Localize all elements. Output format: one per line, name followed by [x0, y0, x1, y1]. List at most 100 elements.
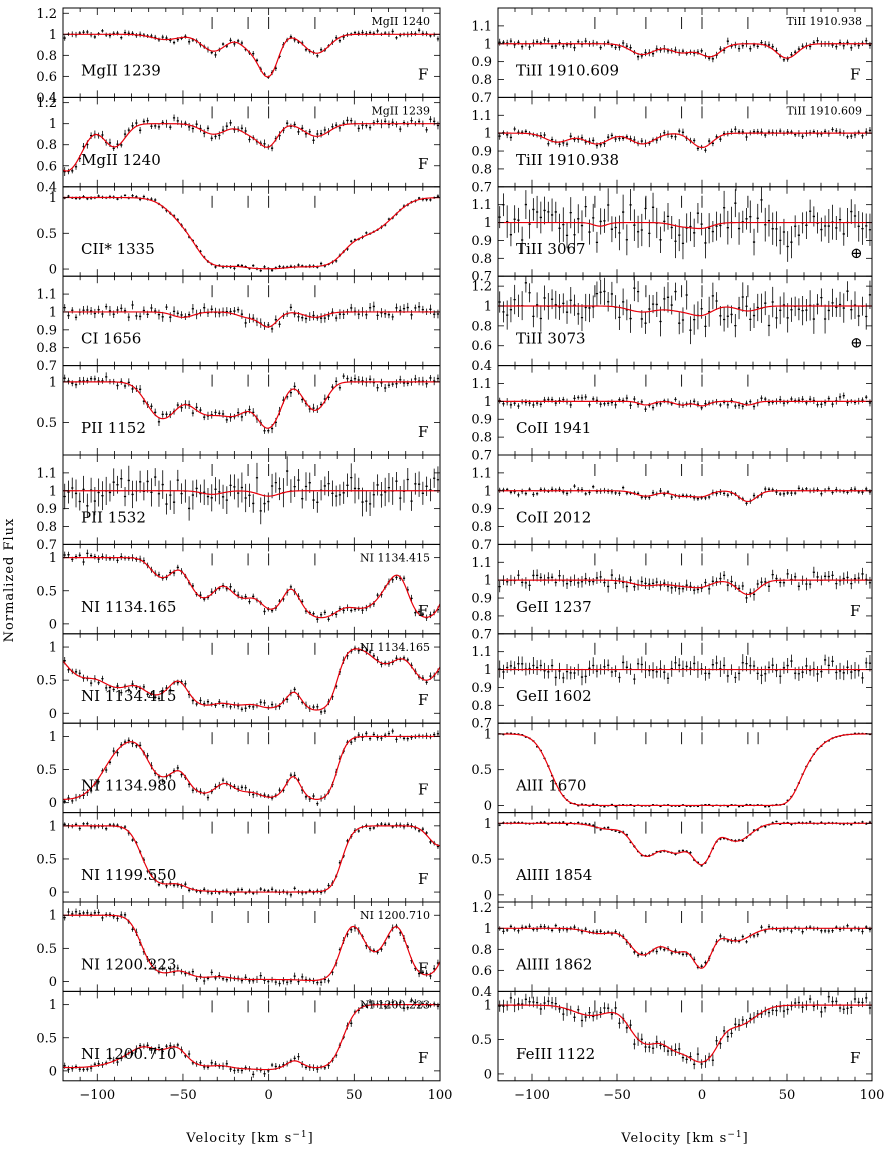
blend-label: TiII 1910.609 [786, 104, 862, 117]
x-tick-label: −50 [169, 1088, 196, 1103]
panel-frame [63, 276, 440, 365]
y-tick-label: 0 [49, 707, 57, 722]
model-fit-line [498, 223, 872, 229]
data-points [64, 822, 439, 898]
y-tick-label: 0.7 [471, 180, 492, 195]
blend-label: MgII 1239 [372, 104, 431, 117]
y-tick-label: 1 [49, 191, 57, 206]
y-tick-label: 1 [49, 819, 57, 834]
flag-label: F [418, 155, 428, 173]
y-tick-label: 1 [484, 395, 492, 410]
y-tick-label: 0.8 [471, 319, 492, 334]
flag-label: F [418, 691, 428, 709]
flag-label: F [418, 781, 428, 799]
flag-label: F [418, 959, 428, 977]
flag-label: F [418, 1049, 428, 1067]
panel-left-3: 0.70.80.911.1CI 1656 [36, 276, 440, 374]
flag-label: F [418, 602, 428, 620]
model-fit-line [498, 306, 872, 316]
y-tick-label: 0.9 [471, 234, 492, 249]
ion-label: TiII 1910.938 [516, 151, 619, 169]
y-tick-label: 0.5 [36, 942, 57, 957]
y-tick-label: 1 [49, 551, 57, 566]
flag-label: F [418, 870, 428, 888]
y-tick-label: 0.8 [36, 49, 57, 64]
blend-label: TiII 1910.938 [786, 15, 862, 28]
y-tick-label: 0.5 [36, 584, 57, 599]
y-tick-label: 0 [49, 796, 57, 811]
blend-label: MgII 1240 [372, 15, 431, 28]
y-tick-label: 0.5 [36, 852, 57, 867]
panel-left-9: 0 0.5 1 NI 1199.550 F [36, 813, 440, 902]
y-tick-label: 0.5 [36, 227, 57, 242]
y-tick-label: 0.9 [471, 502, 492, 517]
y-tick-label: 1.1 [471, 19, 492, 34]
y-tick-label: 0 [49, 1064, 57, 1079]
y-tick-label: 0 [49, 886, 57, 901]
panel-frame [498, 187, 872, 276]
y-tick-label: 0.8 [36, 520, 57, 535]
ion-label: TiII 3067 [516, 240, 586, 258]
x-tick-label: 100 [428, 1088, 453, 1103]
model-fit-line [63, 491, 440, 496]
blend-label: NI 1200.223 [360, 998, 430, 1011]
ion-label: NI 1199.550 [81, 866, 176, 884]
y-tick-label: 0.8 [471, 162, 492, 177]
ion-label: NI 1134.165 [81, 598, 176, 616]
panel-frame [63, 187, 440, 276]
ion-label: PII 1152 [81, 419, 146, 437]
ion-label: MgII 1239 [81, 61, 161, 79]
y-tick-label: 0.9 [471, 413, 492, 428]
y-tick-label: 0.7 [471, 538, 492, 553]
y-tick-label: 0.7 [36, 359, 57, 374]
model-fit-line [63, 312, 440, 327]
data-points [499, 484, 871, 506]
y-tick-label: 0.5 [36, 674, 57, 689]
y-tick-label: 0.8 [471, 520, 492, 535]
y-tick-label: 1.1 [471, 198, 492, 213]
blend-label: NI 1134.415 [360, 551, 430, 564]
panel-frame [498, 366, 872, 455]
y-tick-label: 0.5 [36, 763, 57, 778]
y-tick-label: 0.9 [471, 55, 492, 70]
y-tick-label: 1 [49, 375, 57, 390]
y-tick-label: 0.9 [36, 502, 57, 517]
panel-frame [63, 455, 440, 544]
x-tick-label: 0 [264, 1088, 272, 1103]
y-tick-label: 0 [49, 263, 57, 278]
x-tick-label: −100 [79, 1088, 115, 1103]
y-tick-label: 0.6 [471, 339, 492, 354]
y-tick-label: 1.1 [36, 288, 57, 303]
y-tick-label: 1.1 [471, 466, 492, 481]
y-tick-label: 1 [49, 909, 57, 924]
data-points [499, 37, 871, 62]
ion-label: TiII 3073 [516, 330, 586, 348]
blend-label: NI 1200.710 [360, 909, 430, 922]
flag-label: ⊕ [850, 334, 863, 352]
flag-label: F [850, 65, 860, 83]
y-tick-label: 0.6 [36, 70, 57, 85]
y-tick-label: 0.7 [471, 449, 492, 464]
y-tick-label: 0.4 [471, 359, 492, 374]
ion-label: CI 1656 [81, 330, 141, 348]
blend-label: NI 1134.165 [360, 641, 430, 654]
data-points [499, 393, 871, 412]
y-tick-label: 1.1 [36, 466, 57, 481]
